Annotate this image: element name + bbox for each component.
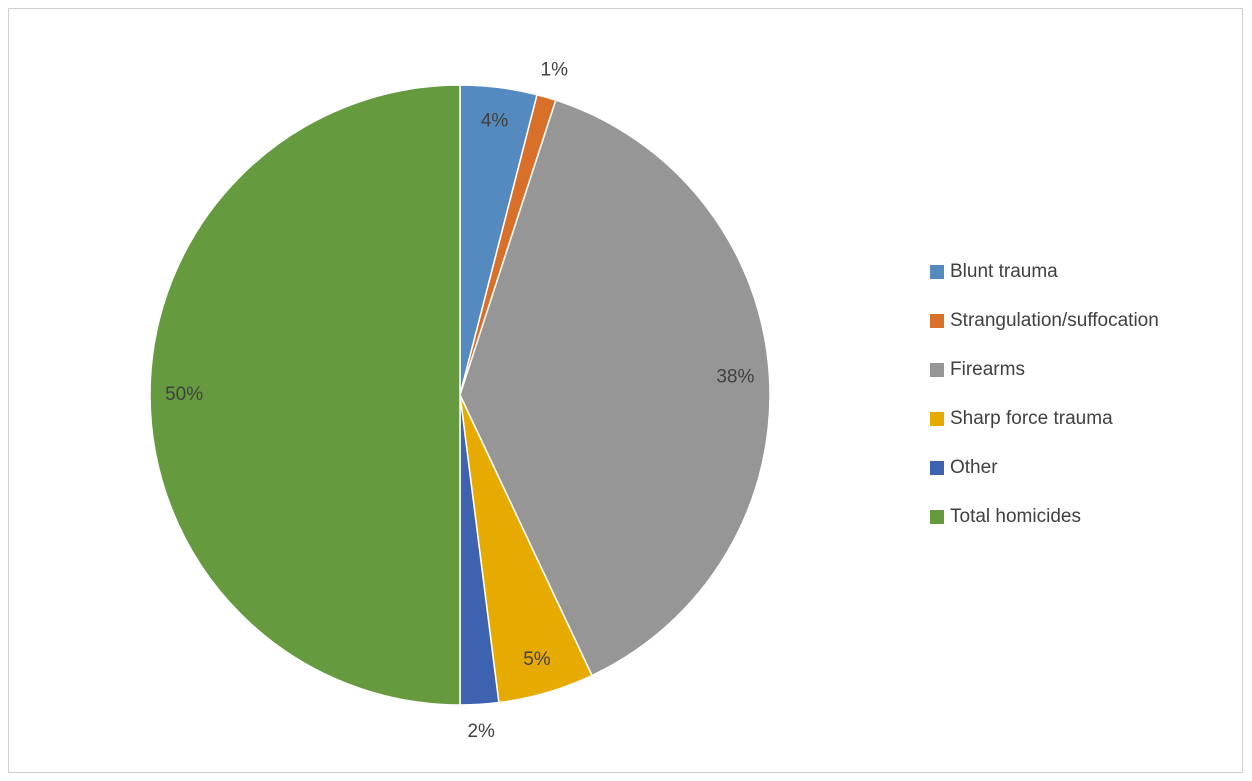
legend-swatch xyxy=(930,363,944,377)
data-label: 5% xyxy=(523,649,551,670)
data-label: 1% xyxy=(541,60,569,81)
legend-label: Total homicides xyxy=(950,506,1081,527)
legend-label: Sharp force trauma xyxy=(950,408,1113,429)
legend-label: Blunt trauma xyxy=(950,261,1058,282)
legend-label: Strangulation/suffocation xyxy=(950,310,1159,331)
legend-swatch xyxy=(930,265,944,279)
legend-swatch xyxy=(930,412,944,426)
pie-slice xyxy=(149,84,461,706)
data-label: 2% xyxy=(467,721,495,742)
data-label: 50% xyxy=(165,384,203,405)
legend-swatch xyxy=(930,510,944,524)
legend-label: Other xyxy=(950,457,998,478)
data-label: 38% xyxy=(716,367,754,388)
legend-swatch xyxy=(930,314,944,328)
data-label: 4% xyxy=(481,110,509,131)
legend-swatch xyxy=(930,461,944,475)
pie-slice xyxy=(459,99,771,677)
legend-label: Firearms xyxy=(950,359,1025,380)
